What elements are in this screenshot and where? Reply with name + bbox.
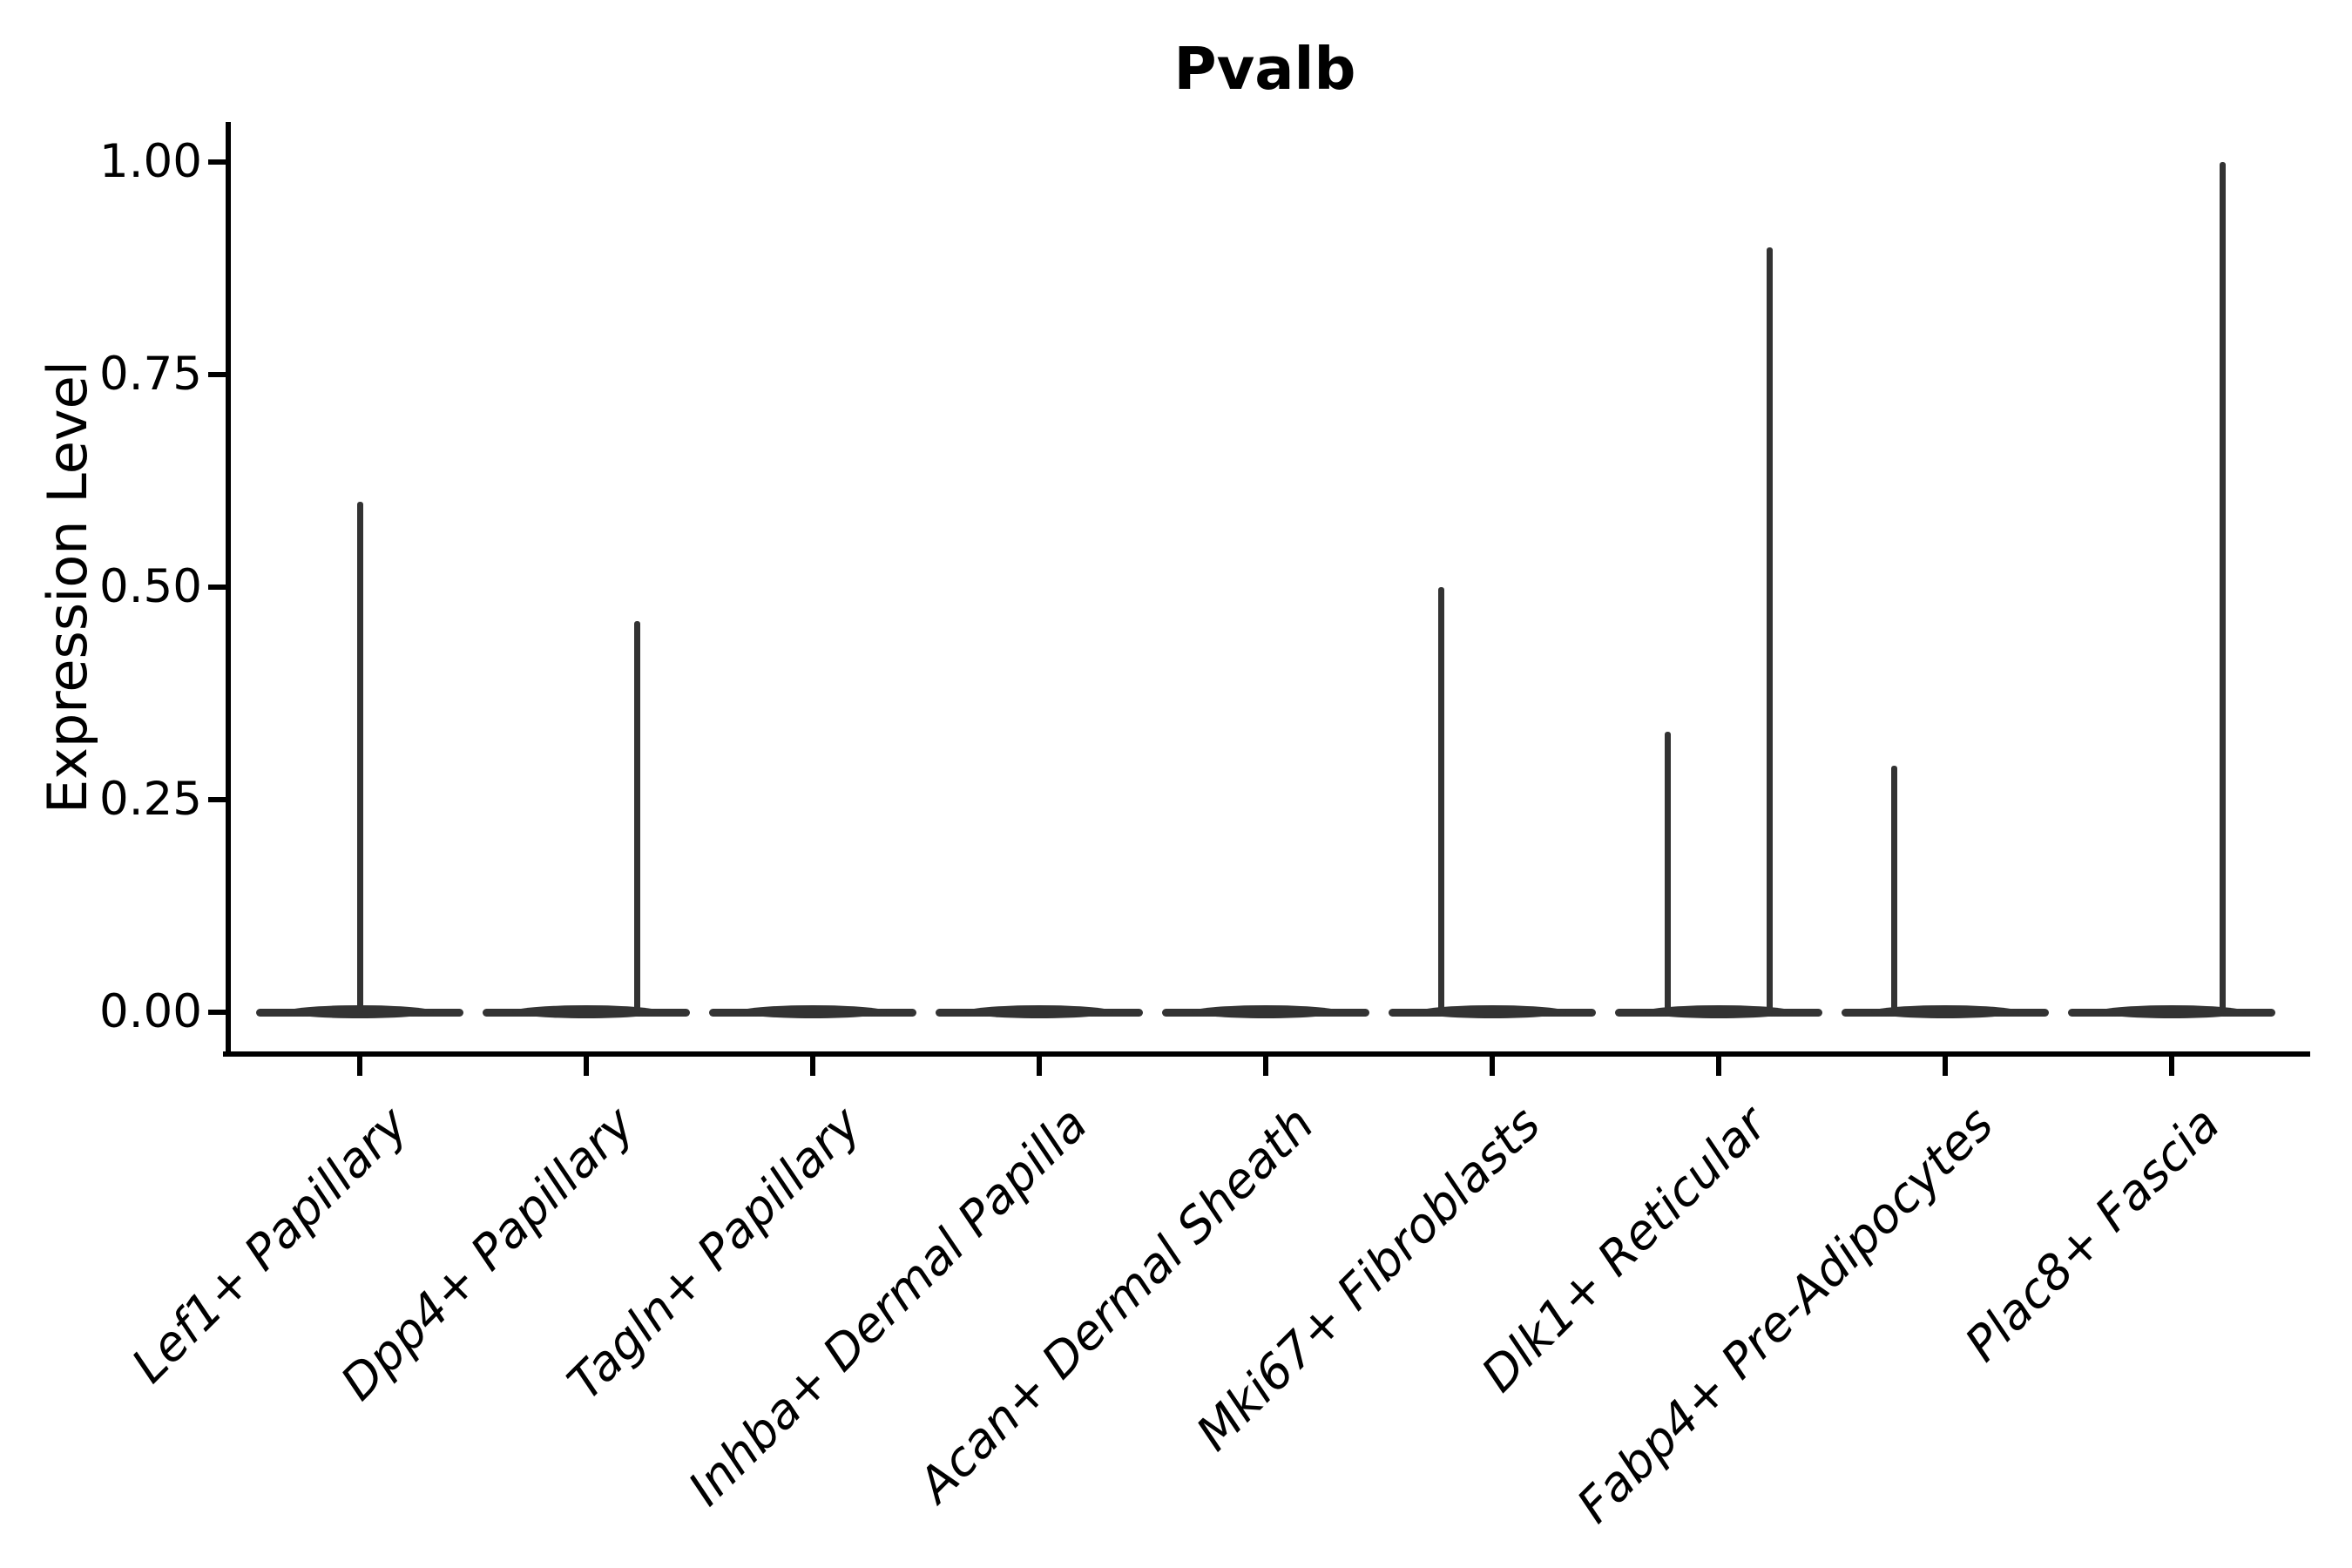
x-tick	[1943, 1057, 1948, 1076]
violin-base-bump	[739, 1005, 887, 1018]
x-tick	[1037, 1057, 1042, 1076]
y-tick-label: 1.00	[98, 135, 202, 188]
x-tick	[2169, 1057, 2174, 1076]
y-tick	[208, 1010, 226, 1015]
violin-spike	[1437, 587, 1444, 1014]
y-tick-label: 0.75	[98, 348, 202, 401]
x-tick	[1490, 1057, 1495, 1076]
violin-base-bump	[1418, 1005, 1566, 1018]
x-tick	[584, 1057, 589, 1076]
violin-spike	[1890, 765, 1897, 1014]
violin-spike	[634, 621, 641, 1014]
violin-spike	[356, 502, 363, 1014]
violin-spike	[2220, 162, 2227, 1014]
x-tick	[357, 1057, 362, 1076]
x-tick	[1716, 1057, 1721, 1076]
violin-base-bump	[1192, 1005, 1340, 1018]
x-axis-spine	[223, 1051, 2310, 1057]
chart-title: Pvalb	[1173, 35, 1356, 103]
y-tick-label: 0.50	[98, 560, 202, 613]
violin-base-bump	[1871, 1005, 2019, 1018]
y-axis-spine	[226, 122, 231, 1057]
y-tick	[208, 372, 226, 377]
x-tick	[810, 1057, 815, 1076]
y-tick-label: 0.25	[98, 773, 202, 826]
violin-base-bump	[2098, 1005, 2246, 1018]
y-tick	[208, 159, 226, 165]
y-tick	[208, 585, 226, 590]
x-tick	[1263, 1057, 1268, 1076]
violin-spike	[1767, 247, 1774, 1014]
y-tick-label: 0.00	[98, 985, 202, 1038]
violin-base-bump	[512, 1005, 660, 1018]
violin-base-bump	[965, 1005, 1113, 1018]
violin-spike	[1664, 731, 1671, 1014]
violin-base-bump	[1645, 1005, 1793, 1018]
y-tick	[208, 797, 226, 802]
